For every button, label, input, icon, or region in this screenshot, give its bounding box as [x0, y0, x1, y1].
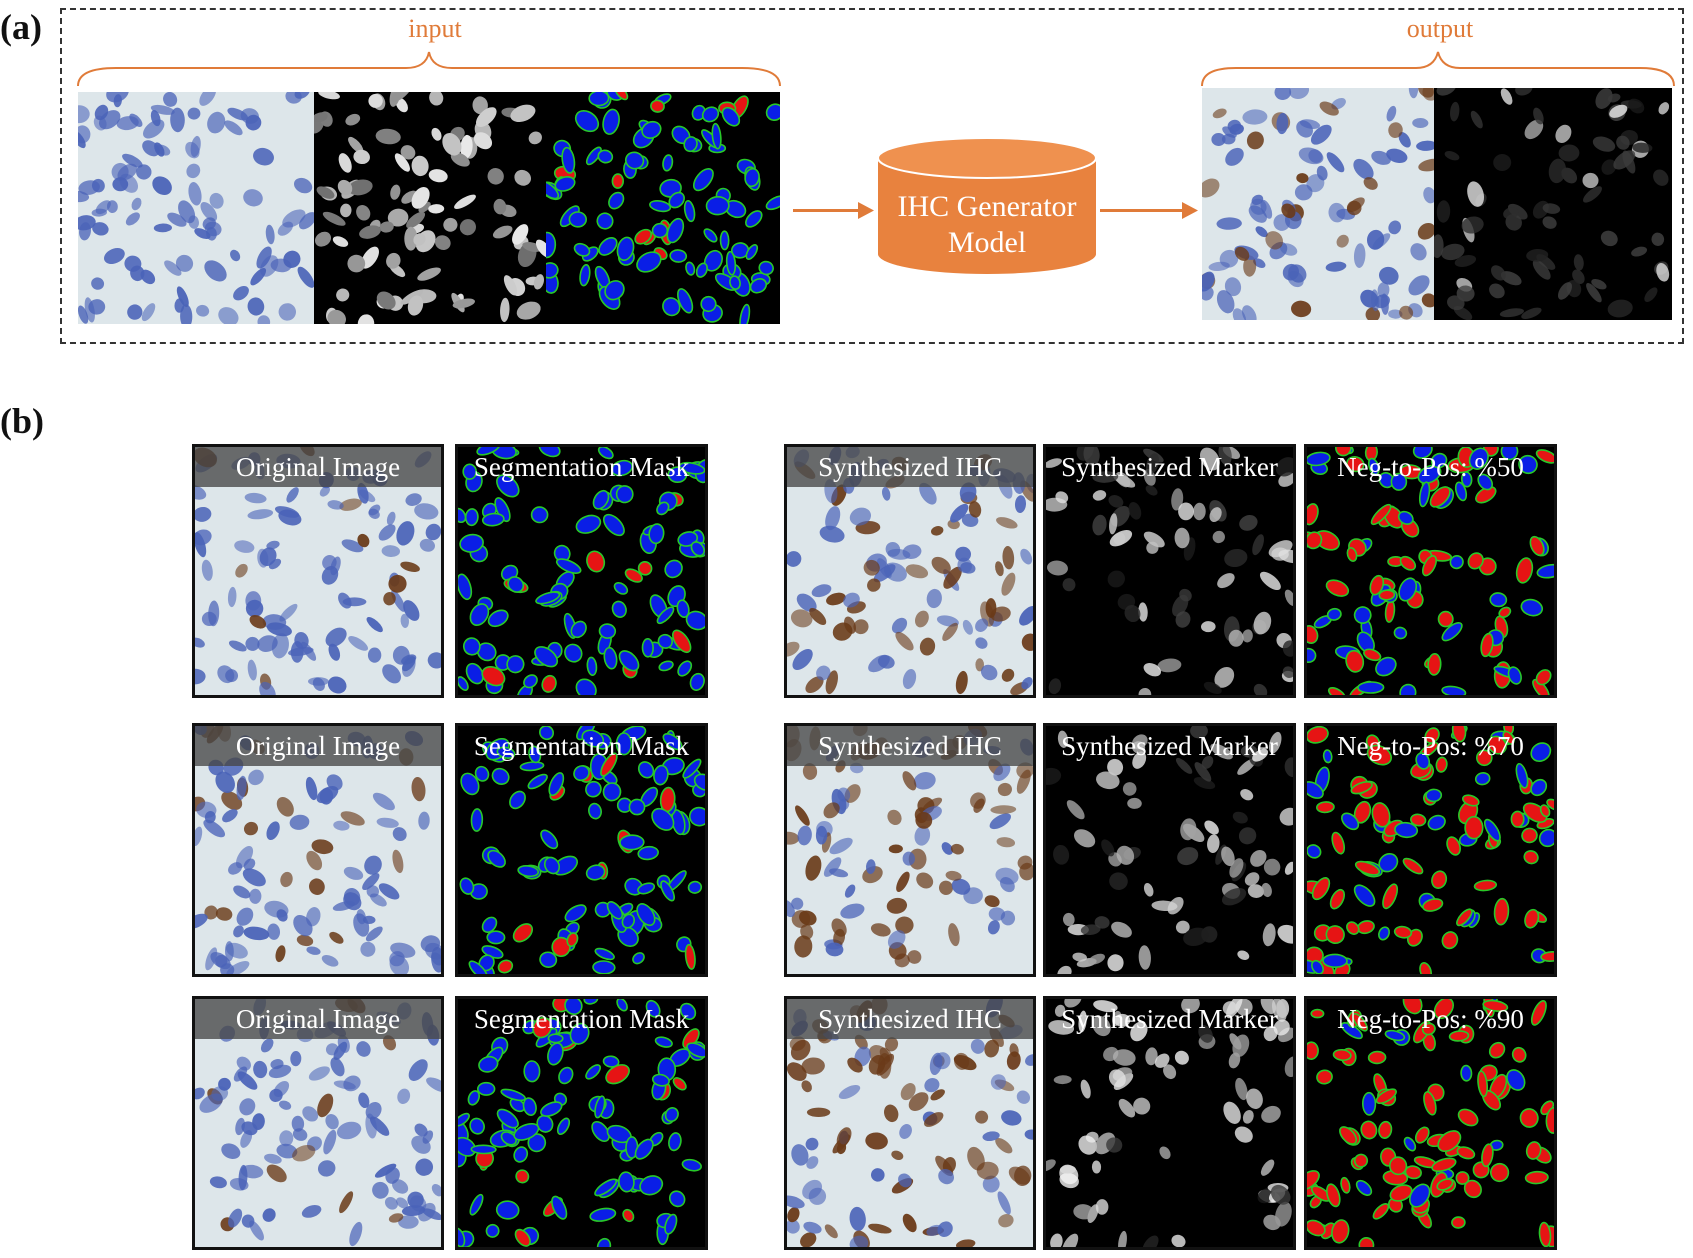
segmentation-mask-tile: Segmentation Mask [455, 444, 708, 698]
panel-a-frame [60, 8, 1684, 344]
tile-title: Synthesized Marker [1061, 731, 1278, 761]
model-label-line2: Model [947, 226, 1027, 259]
arrow-to-output [1100, 209, 1184, 212]
tile-title: Synthesized IHC [787, 999, 1033, 1039]
segmentation-mask-tile: Segmentation Mask [455, 996, 708, 1250]
tile-title: Synthesized Marker [1061, 452, 1278, 482]
output-ihc-image [1202, 88, 1434, 320]
input-nuclei-image [314, 92, 546, 324]
output-marker-image [1434, 88, 1672, 320]
neg-to-pos-mask-tile: Neg-to-Pos: %50 [1304, 444, 1557, 698]
tile-title: Original Image [195, 999, 441, 1039]
synthesized-marker-tile: Synthesized Marker [1043, 996, 1296, 1250]
synthesized-ihc-tile: Synthesized IHC [784, 996, 1036, 1250]
original-image-tile: Original Image [192, 444, 444, 698]
synthesized-ihc-tile: Synthesized IHC [784, 444, 1036, 698]
panel-b-label: (b) [0, 401, 44, 441]
model-label-line1: IHC Generator [897, 190, 1077, 223]
panel-a-label: (a) [0, 7, 42, 47]
tile-title: Segmentation Mask [473, 1004, 690, 1034]
arrow-to-model-head [858, 202, 874, 219]
tile-title: Original Image [195, 726, 441, 766]
ihc-generator-model-cylinder [877, 137, 1097, 274]
segmentation-mask-tile: Segmentation Mask [455, 723, 708, 977]
output-brace [1201, 51, 1675, 87]
tile-title: Segmentation Mask [473, 452, 690, 482]
tile-title: Synthesized IHC [787, 447, 1033, 487]
original-image-tile: Original Image [192, 996, 444, 1250]
tile-title: Original Image [195, 447, 441, 487]
synthesized-marker-tile: Synthesized Marker [1043, 723, 1296, 977]
output-label: output [1406, 14, 1474, 43]
arrow-to-output-head [1182, 202, 1198, 219]
tile-title: Neg-to-Pos: %70 [1337, 731, 1524, 761]
input-brace [77, 51, 781, 87]
neg-to-pos-mask-tile: Neg-to-Pos: %90 [1304, 996, 1557, 1250]
arrow-to-model [793, 209, 861, 212]
synthesized-marker-tile: Synthesized Marker [1043, 444, 1296, 698]
input-ihc-image [78, 92, 314, 324]
tile-title: Synthesized IHC [787, 726, 1033, 766]
tile-title: Neg-to-Pos: %90 [1337, 1004, 1524, 1034]
original-image-tile: Original Image [192, 723, 444, 977]
tile-title: Segmentation Mask [473, 731, 690, 761]
neg-to-pos-mask-tile: Neg-to-Pos: %70 [1304, 723, 1557, 977]
tile-title: Synthesized Marker [1061, 1004, 1278, 1034]
input-label: input [408, 14, 462, 43]
input-segmentation-mask [546, 92, 780, 324]
synthesized-ihc-tile: Synthesized IHC [784, 723, 1036, 977]
tile-title: Neg-to-Pos: %50 [1337, 452, 1524, 482]
